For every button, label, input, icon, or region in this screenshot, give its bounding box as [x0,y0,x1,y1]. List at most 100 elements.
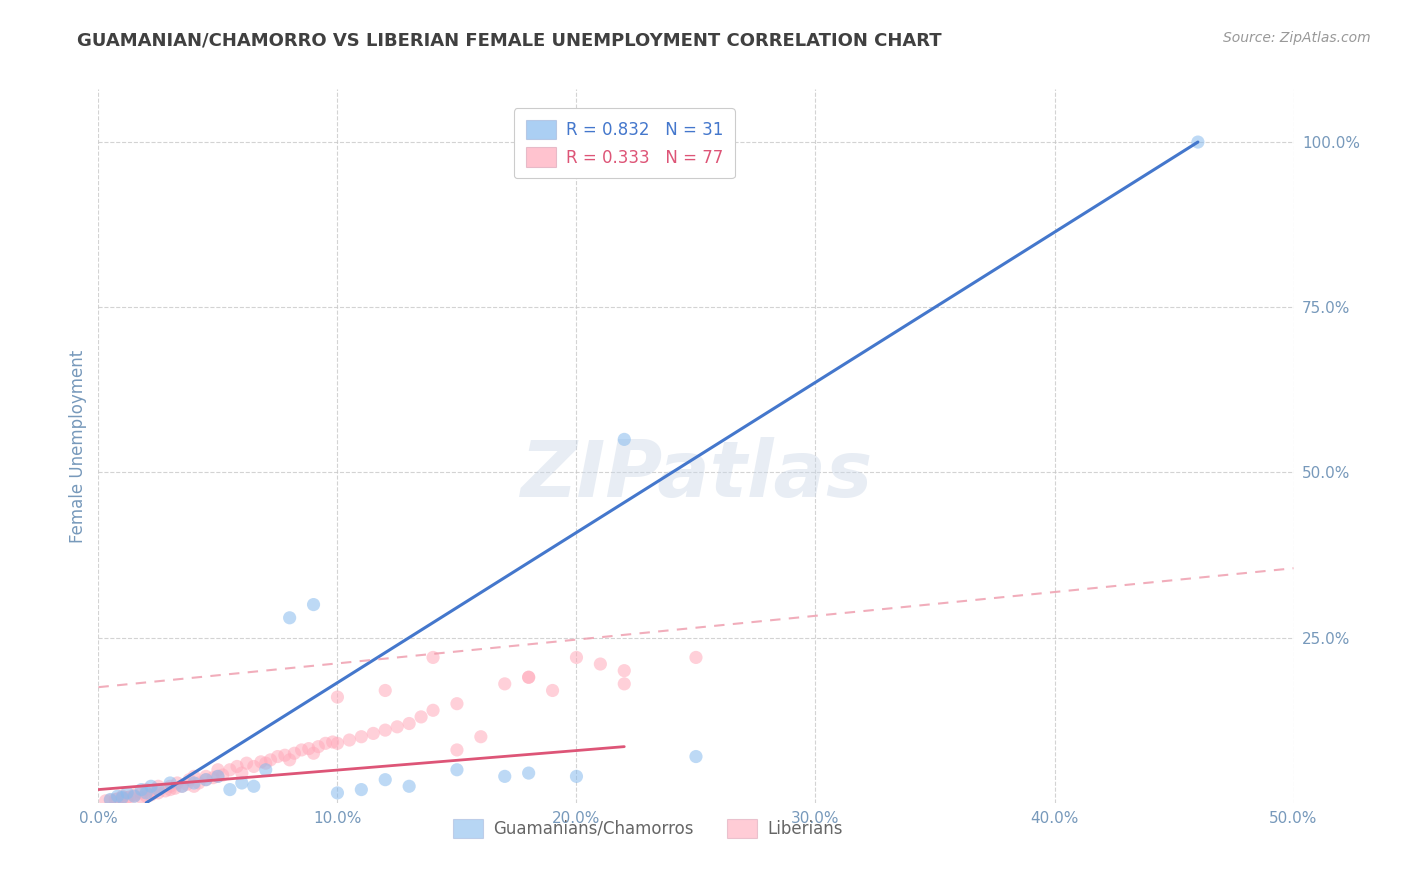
Point [148,779,170,793]
Point [131,782,153,797]
Text: ZIPatlas: ZIPatlas [520,436,872,513]
Point [267,749,290,764]
Point [219,782,242,797]
Point [446,763,468,777]
Point [179,772,201,787]
Point [517,766,540,780]
Point [243,779,266,793]
Point [155,784,177,798]
Point [494,677,516,691]
Point [374,723,396,738]
Point [315,736,337,750]
Point [159,776,181,790]
Point [202,771,225,785]
Point [115,786,138,800]
Point [613,664,636,678]
Point [111,789,134,804]
Point [565,769,588,783]
Y-axis label: Female Unemployment: Female Unemployment [69,350,87,542]
Point [159,782,181,797]
Point [398,716,420,731]
Point [278,611,301,625]
Point [541,683,564,698]
Point [517,670,540,684]
Point [195,769,218,783]
Point [250,755,273,769]
Point [254,763,277,777]
Point [176,777,198,791]
Point [685,650,707,665]
Point [115,790,138,805]
Point [172,779,194,793]
Point [159,779,181,793]
Point [374,772,396,787]
Point [183,776,205,790]
Point [589,657,612,671]
Point [565,650,588,665]
Point [231,766,253,780]
Point [446,697,468,711]
Point [307,739,329,754]
Point [139,788,162,802]
Text: GUAMANIAN/CHAMORRO VS LIBERIAN FEMALE UNEMPLOYMENT CORRELATION CHART: GUAMANIAN/CHAMORRO VS LIBERIAN FEMALE UN… [77,31,942,49]
Point [291,743,314,757]
Point [231,776,253,790]
Point [111,790,134,805]
Point [613,677,636,691]
Point [274,748,297,763]
Point [107,792,129,806]
Point [207,769,229,783]
Point [398,779,420,793]
Point [195,772,218,787]
Point [183,769,205,783]
Point [124,788,146,802]
Point [148,782,170,797]
Point [166,776,188,790]
Point [254,756,277,771]
Point [207,769,229,783]
Point [374,683,396,698]
Point [363,726,385,740]
Point [326,690,349,704]
Point [135,782,157,797]
Point [446,743,468,757]
Point [235,756,257,771]
Point [302,598,325,612]
Point [98,792,122,806]
Point [131,786,153,800]
Point [422,703,444,717]
Point [322,735,344,749]
Point [142,786,165,800]
Point [139,779,162,793]
Point [226,759,249,773]
Point [94,794,117,808]
Point [148,786,170,800]
Point [613,433,636,447]
Point [385,720,409,734]
Point [517,670,540,684]
Point [183,779,205,793]
Point [685,749,707,764]
Point [243,759,266,773]
Point [135,789,157,804]
Point [326,736,349,750]
Point [278,753,301,767]
Point [98,793,122,807]
Point [1187,135,1209,149]
Point [107,789,129,804]
Point [135,786,157,800]
Text: Source: ZipAtlas.com: Source: ZipAtlas.com [1223,31,1371,45]
Point [124,789,146,804]
Point [259,753,281,767]
Point [326,786,349,800]
Point [118,789,141,804]
Point [339,733,361,747]
Point [124,789,146,804]
Point [131,790,153,805]
Point [104,792,127,806]
Point [302,746,325,760]
Point [422,650,444,665]
Point [172,779,194,793]
Point [298,741,321,756]
Point [195,772,218,787]
